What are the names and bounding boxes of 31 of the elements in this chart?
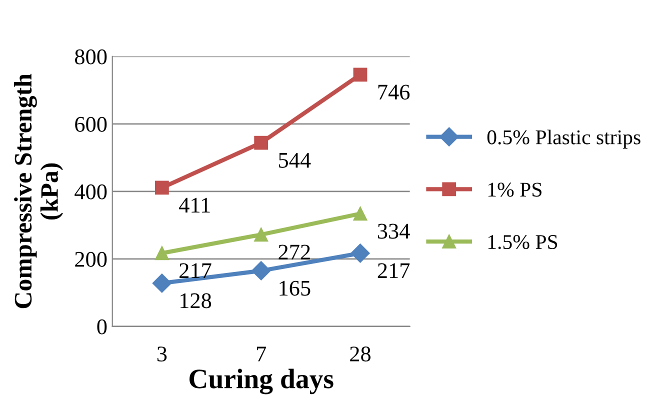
- y-tick-label: 600: [75, 116, 107, 132]
- x-tick-label: 7: [257, 346, 266, 362]
- point: [353, 68, 368, 82]
- point: [155, 246, 169, 260]
- point: [155, 180, 169, 195]
- data-label: 334: [378, 224, 410, 239]
- x-axis-title: Curing days: [190, 368, 334, 394]
- y-tick-label: 800: [75, 49, 107, 64]
- data-label: 165: [280, 280, 310, 296]
- x-tick-label: 28: [350, 346, 371, 362]
- data-label: 217: [180, 263, 212, 278]
- x-tick-label: 3: [157, 346, 167, 362]
- data-label: 544: [279, 152, 311, 168]
- data-label: 272: [278, 244, 310, 260]
- legend-label: 1% PS: [488, 182, 542, 197]
- y-tick-label: 0: [97, 319, 107, 334]
- y-tick-label: 200: [75, 252, 107, 267]
- legend-label: 1.5% PS: [488, 235, 558, 250]
- point: [350, 244, 370, 263]
- data-label: 217: [378, 263, 410, 278]
- point: [254, 228, 268, 242]
- point: [353, 206, 368, 221]
- point: [254, 136, 268, 150]
- y-tick-label: 400: [74, 184, 107, 200]
- point: [252, 261, 271, 280]
- legend-label: 0.5% Plastic strips: [487, 130, 640, 149]
- point: [152, 274, 172, 293]
- data-label: 746: [378, 84, 410, 100]
- data-label: 411: [179, 198, 210, 212]
- y-axis-title: Compressive Strength (kPa): [14, 74, 64, 308]
- data-label: 128: [180, 293, 212, 308]
